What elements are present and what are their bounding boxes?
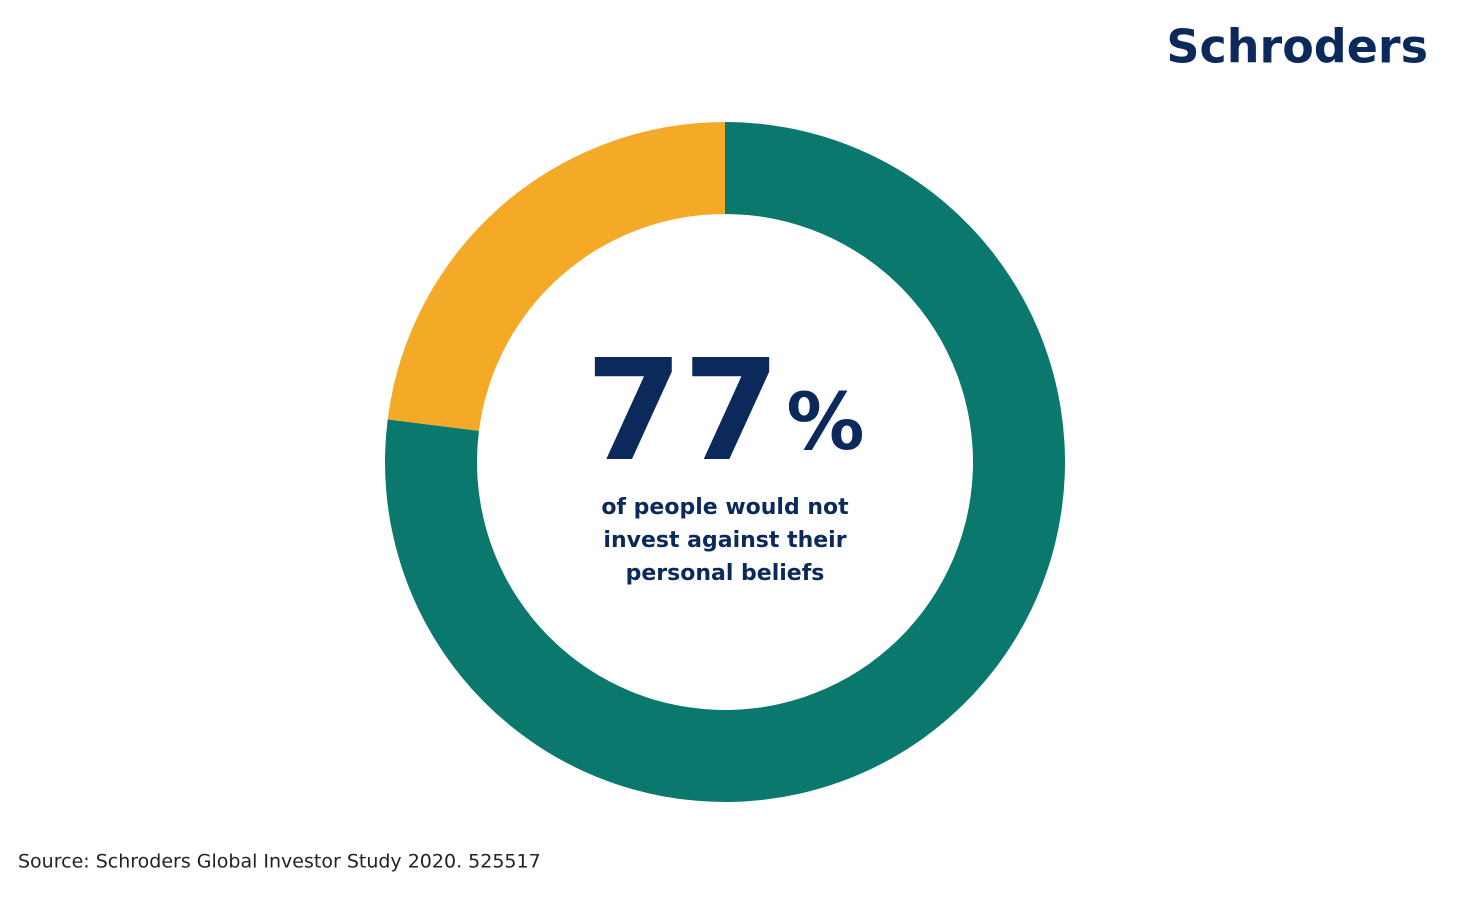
center-caption: of people would not — [601, 495, 849, 520]
logo: Schroders — [1166, 20, 1428, 74]
center-value: 77% — [586, 330, 865, 493]
center-value-unit: % — [786, 378, 864, 468]
center-caption: invest against their — [603, 528, 846, 553]
source-note: Source: Schroders Global Investor Study … — [18, 851, 541, 873]
center-caption: personal beliefs — [626, 561, 825, 586]
center-value-number: 77 — [586, 330, 781, 493]
donut-slice — [387, 122, 725, 431]
